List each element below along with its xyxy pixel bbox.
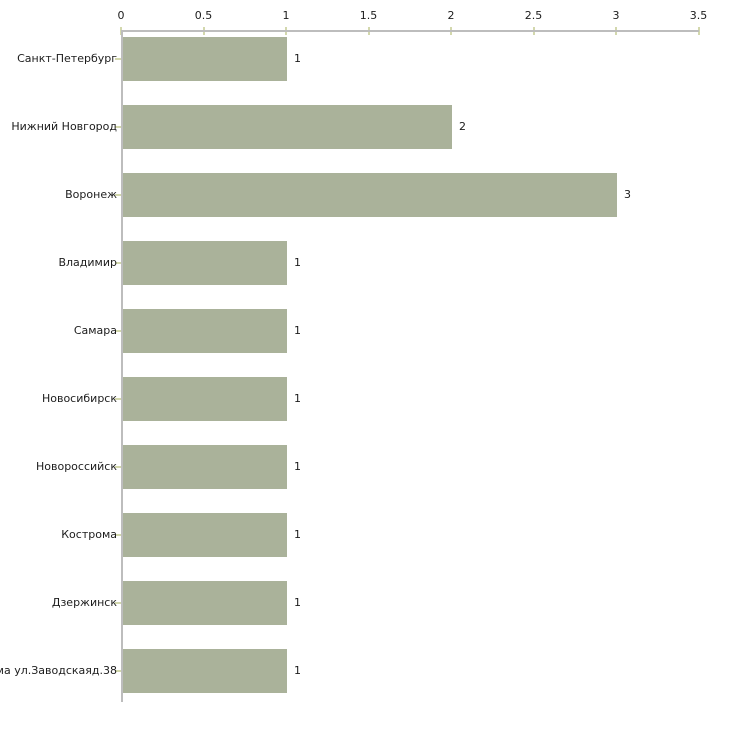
- x-axis-tick-label: 2.5: [524, 9, 543, 22]
- category-label: Самара: [73, 324, 117, 337]
- category-axis-tick: [115, 262, 121, 264]
- x-axis-tick-label: 0: [117, 9, 125, 22]
- category-axis-tick: [115, 126, 121, 128]
- bar: [123, 173, 617, 217]
- bar-value-label: 1: [294, 664, 301, 677]
- bar-value-label: 1: [294, 596, 301, 609]
- category-axis-tick: [115, 602, 121, 604]
- bar: [123, 445, 287, 489]
- category-axis-tick: [115, 194, 121, 196]
- category-axis-tick: [115, 58, 121, 60]
- category-label: Санкт-Петербург: [17, 52, 117, 65]
- x-axis-tick: [697, 27, 700, 35]
- bar-value-label: 1: [294, 460, 301, 473]
- bar: [123, 241, 287, 285]
- bar-value-label: 1: [294, 528, 301, 541]
- category-label: Воронеж: [65, 188, 117, 201]
- bar-value-label: 2: [459, 120, 466, 133]
- category-label: Кострома: [61, 528, 117, 541]
- y-axis-line: [121, 30, 123, 702]
- bar-value-label: 3: [624, 188, 631, 201]
- bar: [123, 377, 287, 421]
- x-axis-tick-label: 1.5: [359, 9, 378, 22]
- x-axis-tick-label: 2: [447, 9, 455, 22]
- bar-value-label: 1: [294, 256, 301, 269]
- category-axis-tick: [115, 670, 121, 672]
- x-axis-tick-label: 3.5: [689, 9, 708, 22]
- category-label: Новороссийск: [35, 460, 117, 473]
- bar: [123, 513, 287, 557]
- category-label: ма ул.Заводскаяд.38: [0, 664, 117, 677]
- bar: [123, 105, 452, 149]
- bar: [123, 309, 287, 353]
- category-label: Нижний Новгород: [11, 120, 117, 133]
- bar: [123, 581, 287, 625]
- x-axis-tick-label: 1: [282, 9, 290, 22]
- bar-value-label: 1: [294, 324, 301, 337]
- category-label: Дзержинск: [51, 596, 117, 609]
- bar: [123, 37, 287, 81]
- category-axis-tick: [115, 466, 121, 468]
- category-axis-tick: [115, 330, 121, 332]
- x-axis-tick-label: 0.5: [194, 9, 213, 22]
- category-axis-tick: [115, 398, 121, 400]
- category-label: Владимир: [58, 256, 117, 269]
- bar-value-label: 1: [294, 52, 301, 65]
- bar: [123, 649, 287, 693]
- x-axis-line: [121, 30, 699, 32]
- category-axis-tick: [115, 534, 121, 536]
- x-axis-tick-label: 3: [612, 9, 620, 22]
- category-label: Новосибирск: [41, 392, 117, 405]
- bar-value-label: 1: [294, 392, 301, 405]
